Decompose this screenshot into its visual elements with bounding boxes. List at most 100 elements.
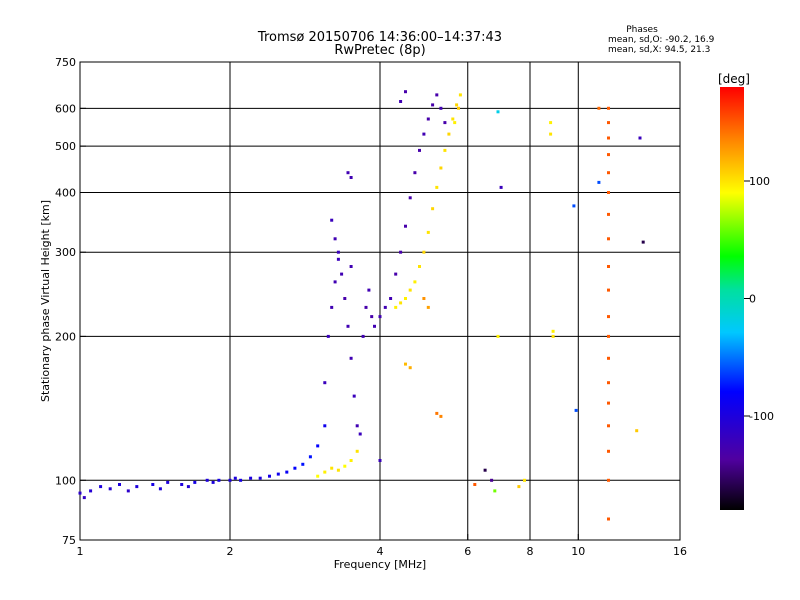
data-point	[323, 470, 327, 474]
data-point	[413, 280, 417, 284]
data-point	[418, 148, 421, 152]
data-point	[453, 121, 457, 125]
x-tick-label: 6	[464, 545, 471, 558]
data-point	[473, 483, 477, 486]
data-point	[349, 459, 353, 462]
data-point	[408, 366, 412, 370]
data-point	[447, 132, 451, 136]
data-point	[333, 237, 337, 241]
colorbar-tick-label: 100	[749, 175, 770, 188]
data-point	[349, 356, 353, 360]
data-point	[496, 110, 500, 114]
data-point	[340, 272, 344, 276]
grid-lines	[80, 62, 680, 540]
data-point	[180, 483, 184, 486]
data-point	[99, 485, 103, 489]
data-point	[443, 121, 447, 125]
data-point	[483, 468, 487, 472]
data-point	[346, 171, 350, 175]
data-point	[549, 121, 553, 125]
colorbar-ticks: -100 0 100	[744, 175, 774, 423]
data-point	[457, 106, 460, 110]
data-point	[549, 132, 553, 136]
data-point	[373, 324, 376, 328]
data-point	[399, 250, 403, 254]
data-point	[404, 90, 407, 94]
data-point	[285, 470, 289, 474]
data-point	[118, 483, 121, 486]
data-point	[607, 517, 610, 521]
data-point	[364, 305, 368, 309]
colorbar	[720, 87, 744, 510]
data-point	[422, 250, 426, 254]
data-point	[352, 394, 356, 398]
data-point	[607, 265, 610, 268]
data-point	[607, 237, 610, 241]
data-point	[455, 103, 459, 107]
x-tick-label: 10	[571, 545, 585, 558]
data-point	[336, 250, 340, 254]
data-point	[370, 315, 374, 319]
data-point	[330, 218, 334, 222]
data-point	[607, 315, 610, 319]
data-point	[394, 305, 398, 309]
data-point	[607, 478, 610, 482]
data-point	[389, 297, 393, 300]
data-point	[607, 121, 610, 125]
data-point	[276, 472, 280, 476]
data-point	[308, 455, 312, 459]
data-point	[422, 132, 426, 136]
data-point	[435, 411, 439, 415]
data-point	[607, 334, 610, 338]
data-point	[607, 106, 610, 110]
y-tick-label: 300	[55, 246, 76, 259]
data-point	[193, 480, 197, 484]
data-point	[496, 334, 500, 338]
y-tick-label: 600	[55, 102, 76, 115]
colorbar-tick-label: -100	[749, 410, 774, 423]
data-point	[404, 297, 407, 300]
data-point	[349, 176, 353, 179]
colorbar-label: [deg]	[718, 72, 750, 86]
data-point	[607, 153, 610, 157]
y-tick-label: 75	[62, 534, 76, 547]
data-point	[108, 487, 112, 491]
data-point	[439, 166, 443, 170]
data-point	[228, 478, 232, 482]
data-point	[293, 466, 297, 470]
data-point	[258, 476, 262, 480]
data-point	[378, 459, 382, 462]
x-tick-label: 4	[377, 545, 384, 558]
data-point	[346, 324, 350, 328]
data-point	[404, 362, 407, 366]
data-point	[336, 468, 340, 472]
data-point	[426, 117, 430, 121]
data-point	[499, 185, 503, 189]
data-point	[431, 207, 435, 211]
data-point	[404, 224, 407, 228]
data-point	[89, 489, 93, 493]
y-axis-ticks: 75 100 200 300 400 500 600 750	[55, 56, 86, 547]
x-axis-ticks: 1 2 4 6 8 10 16	[77, 534, 687, 558]
colorbar-tick-label: 0	[749, 293, 756, 306]
data-point	[490, 478, 494, 482]
data-point	[493, 489, 497, 493]
data-point	[135, 485, 139, 489]
data-point	[78, 491, 82, 495]
data-point	[635, 429, 639, 433]
data-point	[330, 466, 334, 470]
data-point	[435, 93, 439, 97]
data-point	[323, 381, 327, 385]
y-tick-label: 200	[55, 330, 76, 343]
data-point	[166, 480, 170, 484]
stats-heading: Phases	[626, 25, 658, 35]
data-point	[358, 432, 362, 436]
data-point	[233, 476, 237, 480]
data-point	[82, 496, 86, 500]
data-point	[394, 272, 398, 276]
data-point	[151, 483, 155, 486]
data-point	[638, 136, 642, 140]
data-point	[343, 297, 347, 300]
data-point	[361, 334, 365, 338]
